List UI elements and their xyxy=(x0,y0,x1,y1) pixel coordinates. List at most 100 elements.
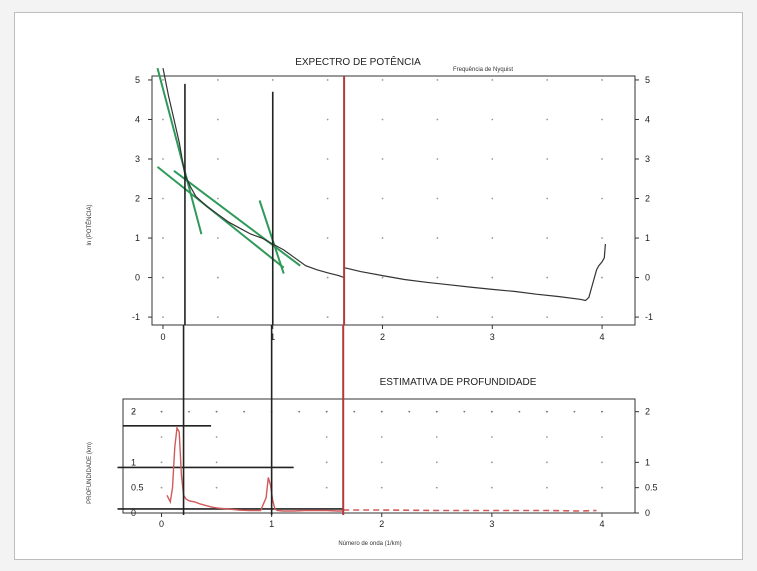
y-tick-label-left: -1 xyxy=(132,312,140,322)
y-tick-label-left: 3 xyxy=(135,154,140,164)
grid-dot xyxy=(601,410,603,413)
grid-dot xyxy=(436,197,439,200)
grid-dot xyxy=(216,158,219,160)
grid-dot xyxy=(243,410,246,413)
grid-dot xyxy=(490,436,493,438)
x-tick-label: 0 xyxy=(159,519,164,529)
grid-dot xyxy=(381,197,384,200)
x-tick-label: 3 xyxy=(490,332,495,342)
grid-dot xyxy=(491,118,494,121)
grid-dot xyxy=(216,276,219,279)
grid-dot xyxy=(573,410,576,413)
grid-dot xyxy=(435,436,438,438)
depth-estimate-xlabel: Número de onda (1/km) xyxy=(338,541,401,547)
grid-dot xyxy=(601,158,603,160)
grid-dot xyxy=(160,486,163,489)
grid-dot xyxy=(326,276,329,279)
grid-dot xyxy=(381,237,384,239)
grid-dot xyxy=(546,237,549,239)
grid-dot xyxy=(381,316,384,318)
grid-dot xyxy=(490,461,493,464)
fit-line xyxy=(258,200,285,274)
grid-dot xyxy=(381,158,384,160)
depth-estimate-ylabel: PROFUNDIDADE (km) xyxy=(87,442,93,504)
grid-dot xyxy=(490,486,493,489)
grid-dot xyxy=(160,436,163,438)
grid-dot xyxy=(162,316,164,318)
grid-dot xyxy=(436,79,439,81)
grid-dot xyxy=(380,486,383,489)
grid-dot xyxy=(381,79,384,81)
grid-dot xyxy=(435,410,438,413)
grid-dot xyxy=(216,316,219,318)
depth-series-line xyxy=(166,425,344,512)
grid-dot xyxy=(215,461,218,464)
power-spectrum-ylabel: ln (POTÊNCIA) xyxy=(85,204,93,245)
grid-dot xyxy=(188,410,190,413)
depth-plot-frame xyxy=(122,398,636,514)
power-spectrum-plot-frame xyxy=(151,75,636,326)
grid-dot xyxy=(601,486,603,489)
grid-dot xyxy=(326,118,329,121)
y-tick-label-right: 3 xyxy=(645,154,650,164)
x-tick-label: 3 xyxy=(489,519,494,529)
y-tick-label-left: 0 xyxy=(131,508,136,518)
x-tick-label: 4 xyxy=(599,519,604,529)
y-tick-label-right: 1 xyxy=(645,233,650,243)
grid-dot xyxy=(162,237,164,239)
grid-dot xyxy=(162,118,164,121)
grid-dot xyxy=(546,276,549,279)
y-tick-label-right: 2 xyxy=(645,407,650,417)
grid-dot xyxy=(215,410,218,413)
grid-dot xyxy=(546,436,548,438)
grid-dot xyxy=(326,316,329,318)
grid-dot xyxy=(463,410,466,413)
y-tick-label-left: 0 xyxy=(135,273,140,283)
nyquist-label: Frequência de Nyquist xyxy=(453,67,513,73)
y-tick-label-right: -1 xyxy=(645,312,653,322)
grid-dot xyxy=(215,436,218,438)
y-tick-label-left: 2 xyxy=(131,407,136,417)
grid-dot xyxy=(381,118,384,121)
depth-estimate-panel: ESTIMATIVA DE PROFUNDIDADE PROFUNDIDADE … xyxy=(87,325,658,547)
grid-dot xyxy=(436,237,439,239)
y-tick-label-left: 1 xyxy=(131,457,136,467)
grid-dot xyxy=(491,158,494,160)
grid-dot xyxy=(491,79,494,81)
grid-dot xyxy=(325,461,328,464)
grid-dot xyxy=(546,410,548,413)
grid-dot xyxy=(491,237,494,239)
figure-frame: EXPECTRO DE POTÊNCIA Frequência de Nyqui… xyxy=(14,12,743,560)
grid-dot xyxy=(546,158,549,160)
grid-dot xyxy=(436,118,439,121)
grid-dot xyxy=(436,276,439,279)
y-tick-label-right: 2 xyxy=(645,194,650,204)
grid-dot xyxy=(601,197,603,200)
grid-dot xyxy=(325,436,328,438)
grid-dot xyxy=(216,197,219,200)
grid-dot xyxy=(408,410,411,413)
grid-dot xyxy=(271,79,274,81)
grid-dot xyxy=(326,237,329,239)
grid-dot xyxy=(601,118,603,121)
grid-dot xyxy=(546,486,548,489)
grid-dot xyxy=(162,197,164,200)
grid-dot xyxy=(133,410,135,413)
grid-dot xyxy=(380,461,383,464)
y-tick-label-right: 5 xyxy=(645,75,650,85)
y-tick-label-right: 0 xyxy=(645,273,650,283)
y-tick-label-left: 1 xyxy=(135,233,140,243)
y-tick-label-right: 4 xyxy=(645,114,650,124)
spectrum-series-line xyxy=(162,67,345,279)
y-tick-label-right: 1 xyxy=(645,457,650,467)
y-tick-label-left: 5 xyxy=(135,75,140,85)
grid-dot xyxy=(326,79,329,81)
grid-dot xyxy=(601,461,603,464)
grid-dot xyxy=(546,316,549,318)
grid-dot xyxy=(216,237,219,239)
grid-dot xyxy=(601,237,603,239)
grid-dot xyxy=(380,410,383,413)
y-tick-label-left: 2 xyxy=(135,194,140,204)
x-tick-label: 1 xyxy=(269,519,274,529)
grid-dot xyxy=(601,276,603,279)
